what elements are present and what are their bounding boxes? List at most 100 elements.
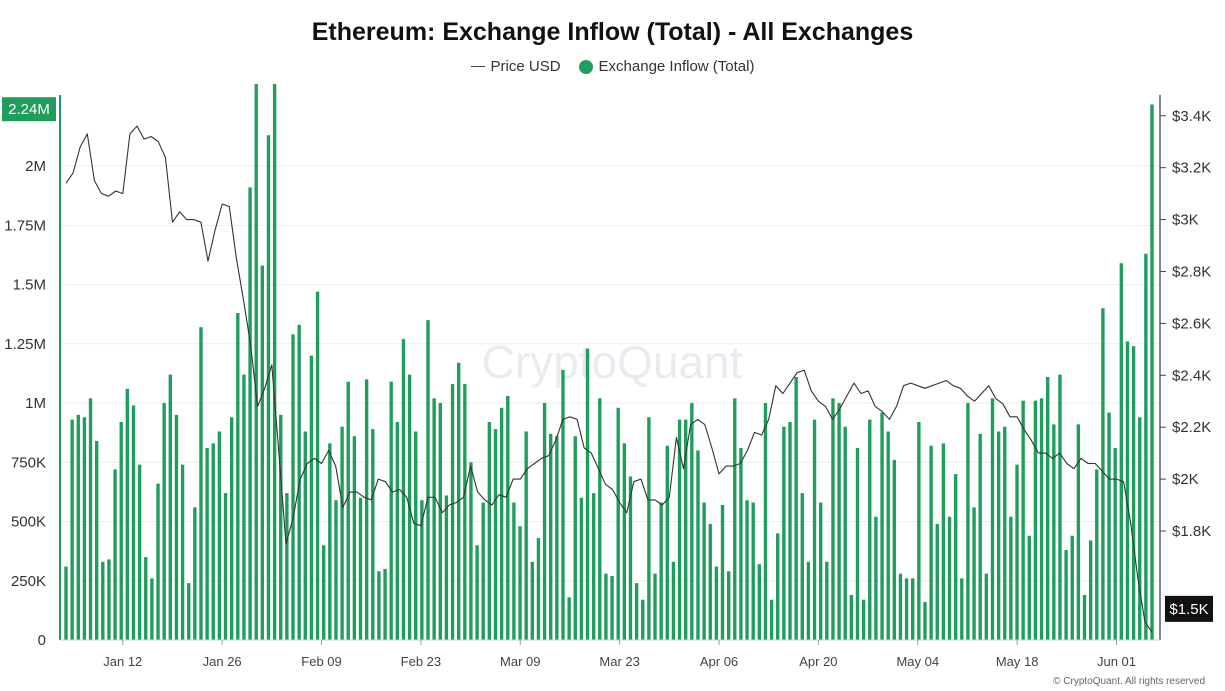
inflow-bar: [1046, 376, 1050, 640]
inflow-bar: [94, 440, 99, 640]
inflow-bar: [880, 412, 884, 640]
inflow-bar: [733, 398, 737, 640]
inflow-bar: [383, 568, 387, 640]
inflow-bar: [346, 381, 350, 640]
inflow-bar: [555, 436, 559, 640]
inflow-bar: [579, 497, 584, 640]
x-tick-label: Mar 23: [599, 654, 639, 669]
inflow-bar: [1039, 398, 1044, 640]
inflow-bar: [585, 348, 590, 640]
inflow-bar: [266, 135, 271, 641]
inflow-bar: [604, 573, 608, 640]
inflow-bar: [119, 422, 123, 640]
inflow-bar: [861, 599, 866, 640]
inflow-bar: [849, 594, 854, 640]
inflow-bar: [1095, 469, 1099, 640]
inflow-bar: [487, 422, 492, 640]
inflow-bar: [641, 599, 645, 640]
inflow-bar: [1125, 341, 1130, 640]
price-line-group: [65, 125, 1153, 633]
x-tick-label: Jan 26: [203, 654, 242, 669]
inflow-bar: [1021, 400, 1025, 640]
inflow-bar: [690, 403, 694, 640]
inflow-bar: [929, 445, 933, 640]
inflow-bar: [211, 443, 215, 640]
inflow-bar: [1003, 426, 1007, 640]
x-tick-label: May 04: [896, 654, 939, 669]
inflow-bar: [812, 419, 817, 640]
left-highlight-badge: [2, 97, 56, 122]
x-tick-label: May 18: [996, 654, 1039, 669]
inflow-bar: [377, 571, 381, 640]
inflow-bar: [309, 355, 314, 640]
inflow-bar: [137, 464, 142, 640]
inflow-bar: [886, 431, 890, 640]
inflow-bar: [1033, 400, 1038, 640]
dot-legend-icon: [578, 59, 593, 74]
inflow-bar: [739, 448, 743, 640]
legend: Price USD Exchange Inflow (Total): [0, 58, 1225, 75]
inflow-bar: [248, 187, 252, 641]
inflow-bar: [506, 395, 510, 640]
inflow-bar: [616, 407, 620, 640]
copyright-text: © CryptoQuant. All rights reserved: [1053, 676, 1205, 687]
inflow-bar: [1088, 540, 1093, 640]
inflow-bar: [358, 497, 363, 640]
left-tick-label: 1M: [25, 395, 46, 412]
inflow-bar: [665, 445, 669, 640]
inflow-bar: [868, 419, 872, 640]
inflow-bar: [432, 398, 436, 640]
inflow-bar: [475, 545, 479, 640]
inflow-bar: [591, 493, 596, 640]
inflow-bar: [904, 578, 909, 640]
inflow-bar: [984, 573, 989, 640]
inflow-bar: [1150, 104, 1154, 640]
inflow-bar: [831, 398, 835, 640]
inflow-bar: [438, 403, 442, 640]
inflow-bar: [634, 583, 639, 640]
inflow-bar: [334, 500, 338, 640]
inflow-bar: [199, 327, 203, 640]
inflow-bar: [806, 561, 811, 640]
inflow-bar: [647, 417, 651, 640]
inflow-bar: [598, 398, 602, 640]
right-tick-label: $2.6K: [1172, 315, 1211, 332]
right-tick-label: $2K: [1172, 471, 1199, 488]
inflow-bar: [953, 474, 958, 640]
right-tick-label: $3.2K: [1172, 160, 1211, 177]
inflow-bar: [1138, 417, 1142, 640]
inflow-bar: [561, 369, 565, 640]
inflow-bar: [291, 334, 295, 640]
inflow-bar: [610, 576, 614, 640]
inflow-bar: [671, 561, 676, 640]
inflow-bar: [88, 398, 93, 640]
inflow-bar: [1009, 516, 1013, 640]
inflow-bar: [825, 561, 829, 640]
inflow-bar: [64, 566, 68, 640]
inflow-bar: [450, 384, 455, 640]
inflow-bar: [156, 483, 160, 640]
inflow-bar: [371, 429, 375, 640]
left-tick-label: 1.75M: [4, 217, 46, 234]
inflow-bar: [659, 502, 663, 640]
inflow-bar: [530, 561, 534, 640]
inflow-bar: [217, 431, 222, 640]
inflow-bar: [512, 502, 516, 640]
inflow-bar: [549, 433, 553, 640]
inflow-bar: [911, 578, 915, 640]
inflow-bar: [395, 422, 400, 640]
legend-item-inflow[interactable]: Exchange Inflow (Total): [578, 58, 754, 75]
inflow-bar: [162, 403, 166, 640]
inflow-bar: [843, 426, 847, 640]
inflow-bar: [702, 502, 706, 640]
inflow-bar: [493, 429, 498, 640]
inflow-bar: [315, 291, 320, 640]
inflow-bar: [260, 265, 265, 640]
axes: [59, 95, 1161, 641]
inflow-bar: [917, 422, 921, 640]
inflow-bar: [1101, 308, 1105, 640]
inflow-bar: [978, 433, 982, 640]
inflow-bar: [401, 339, 406, 640]
legend-item-price[interactable]: Price USD: [470, 58, 561, 75]
inflow-bar: [107, 559, 111, 640]
